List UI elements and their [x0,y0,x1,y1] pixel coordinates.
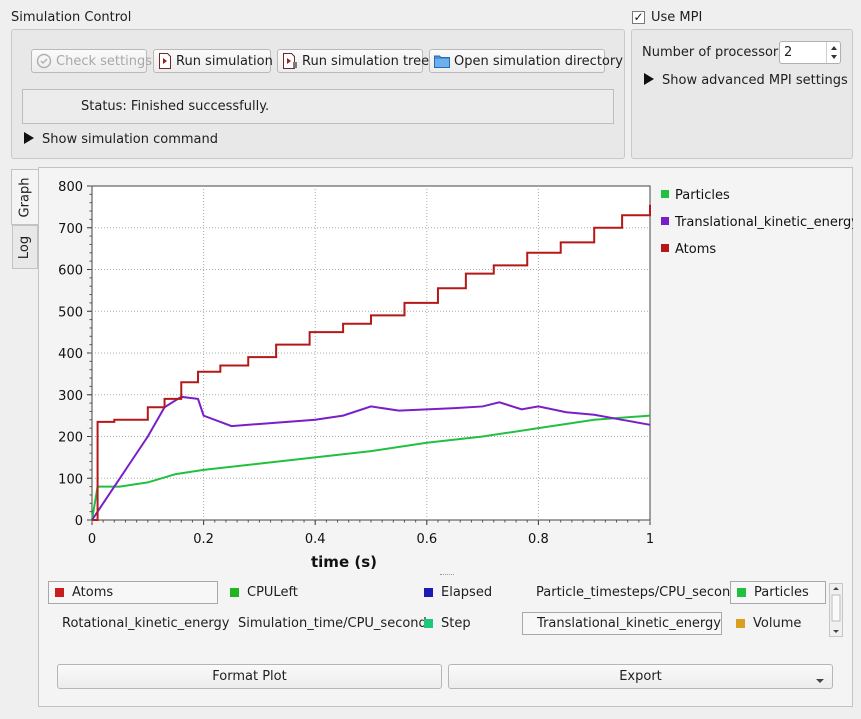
variable-label: Translational_kinetic_energy [537,616,721,631]
legend-swatch [661,217,669,225]
show-advanced-mpi-label: Show advanced MPI settings [662,73,848,88]
variable-item[interactable]: Volume [730,612,826,635]
spin-arrows[interactable] [826,42,840,63]
variable-item[interactable]: Rotational_kinetic_energy [48,612,229,635]
legend-label: Atoms [675,242,716,257]
variable-item[interactable]: Atoms [48,581,218,604]
variable-label: Volume [753,616,802,631]
x-axis-label: time (s) [311,553,377,571]
variable-label: Step [441,616,471,631]
variable-label: CPULeft [247,585,298,600]
variable-color-swatch [424,619,433,628]
series-line-particles [91,414,651,521]
x-tick-label: 1 [646,532,654,547]
simulation-control-title: Simulation Control [11,10,132,25]
export-label: Export [619,669,662,684]
check-settings-button[interactable]: Check settings [31,49,152,73]
variable-item[interactable]: Simulation_time/CPU_second [224,612,427,635]
tab-graph[interactable]: Graph [11,169,38,225]
variable-label: Rotational_kinetic_energy [62,616,230,631]
grid [92,186,650,520]
variable-color-swatch [424,588,433,597]
y-tick-label: 100 [58,472,83,487]
legend-swatch [661,190,669,198]
chevron-down-icon [816,673,824,688]
variable-label: Elapsed [441,585,493,600]
legend-swatch [661,244,669,252]
processors-spinbox[interactable]: 2 [779,41,841,64]
y-axis-ticks: 0 100 200 300 400 500 600 700 800 [58,180,92,529]
y-tick-label: 500 [58,305,83,320]
show-simulation-command-toggle[interactable]: Show simulation command [24,132,218,147]
legend-label: Particles [675,188,730,203]
variable-item[interactable]: Elapsed [418,581,518,604]
variable-color-swatch [737,588,746,597]
check-settings-label: Check settings [56,53,152,69]
use-mpi-label: Use MPI [651,10,703,25]
processors-value: 2 [784,45,793,60]
run-simulation-tree-button[interactable]: Run simulation tree [277,49,429,73]
run-simulation-label: Run simulation [176,53,273,69]
variable-label: Particle_timesteps/CPU_second [536,585,739,600]
run-simulation-button[interactable]: Run simulation [153,49,273,73]
format-plot-button[interactable]: Format Plot [57,664,442,689]
x-tick-label: 0.8 [528,532,549,547]
series-line-atoms [92,204,651,521]
run-tree-icon [282,53,298,69]
show-advanced-mpi-toggle[interactable]: Show advanced MPI settings [644,73,848,88]
series-lines [91,204,651,521]
variable-color-swatch [230,588,239,597]
variable-color-swatch [55,588,64,597]
chart-legend: Particles Translational_kinetic_energy Ato… [661,188,853,257]
x-tick-label: 0.6 [416,532,437,547]
check-settings-icon [36,53,52,69]
variable-item[interactable]: Particles [730,581,826,604]
tab-graph-label: Graph [17,177,33,217]
y-tick-label: 200 [58,431,83,446]
x-tick-label: 0.4 [305,532,326,547]
export-button[interactable]: Export [448,664,833,689]
open-simulation-directory-label: Open simulation directory [454,53,623,69]
legend-label: Translational_kinetic_energy [674,215,853,230]
show-simulation-command-label: Show simulation command [42,132,218,147]
variable-label: Particles [754,585,809,600]
open-simulation-directory-button[interactable]: Open simulation directory [429,49,623,73]
y-tick-label: 400 [58,347,83,362]
format-plot-label: Format Plot [212,669,287,684]
splitter-handle[interactable] [440,574,454,578]
expand-arrow-icon [644,73,654,85]
variable-item[interactable]: Particle_timesteps/CPU_second [522,581,738,604]
y-tick-label: 700 [58,222,83,237]
use-mpi-checkbox[interactable]: ✓ [632,11,645,24]
tab-log[interactable]: Log [12,225,38,269]
run-simulation-tree-label: Run simulation tree [302,53,430,69]
x-axis-ticks: 0 0.2 0.4 0.6 0.8 1 [88,520,654,547]
tab-log-label: Log [17,235,33,259]
checkmark-icon: ✓ [633,10,644,24]
status-box: Status: Finished successfully. [22,89,614,124]
x-tick-label: 0 [88,532,96,547]
variable-item[interactable]: Translational_kinetic_energy [522,612,722,635]
y-tick-label: 0 [75,514,83,529]
expand-arrow-icon [24,132,34,144]
variable-item[interactable]: CPULeft [224,581,414,604]
folder-icon [434,53,450,69]
y-tick-label: 800 [58,180,83,195]
y-tick-label: 300 [58,389,83,404]
variable-label: Simulation_time/CPU_second [238,616,427,631]
run-file-icon [158,53,172,69]
variable-color-swatch [736,619,745,628]
variable-list-scrollbar[interactable] [829,583,843,637]
processors-label: Number of processors: [642,45,790,60]
variable-label: Atoms [72,585,114,600]
status-text: Status: Finished successfully. [81,99,270,114]
variable-item[interactable]: Step [418,612,518,635]
x-tick-label: 0.2 [193,532,214,547]
variable-list[interactable]: Atoms CPULeft Elapsed Particle_timesteps/CP… [48,581,828,637]
y-tick-label: 600 [58,264,83,279]
chart: 0 100 200 300 400 500 600 700 800 0 0.2 0.4 0.6 0.8 1… [58,180,853,571]
